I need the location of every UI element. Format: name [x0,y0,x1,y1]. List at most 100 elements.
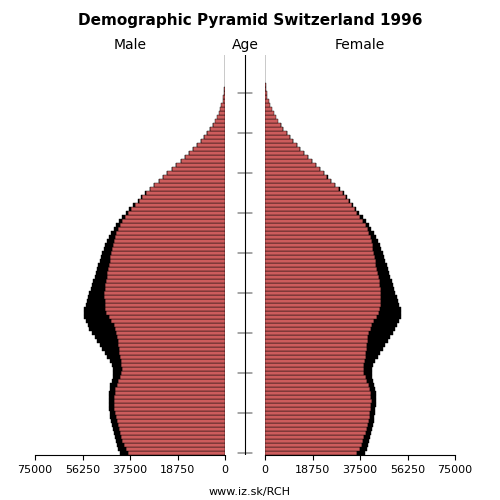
Bar [265,271,378,275]
Bar [116,443,123,447]
Bar [265,315,376,319]
Bar [112,379,118,383]
Bar [265,299,381,303]
Bar [94,335,118,339]
Bar [109,391,114,395]
Bar [265,371,364,375]
Bar [378,275,390,279]
Bar [265,283,380,287]
Bar [265,439,363,443]
Bar [110,259,225,263]
Bar [265,127,283,131]
Bar [217,115,225,119]
Bar [374,251,383,255]
Bar [108,271,225,275]
Bar [370,415,374,419]
Bar [131,207,225,211]
Bar [265,227,368,231]
Bar [142,195,225,199]
Bar [122,215,125,219]
Bar [265,331,369,335]
Bar [265,431,366,435]
Bar [265,115,276,119]
Bar [371,391,376,395]
Bar [366,351,380,355]
Bar [265,139,293,143]
Bar [113,367,122,371]
Bar [265,351,366,355]
Bar [119,347,225,351]
Bar [118,423,225,427]
Bar [265,163,316,167]
Bar [363,439,370,443]
Bar [265,83,266,87]
Bar [218,111,225,115]
Bar [110,359,120,363]
Bar [375,255,384,259]
Bar [106,275,225,279]
Bar [381,291,396,295]
Bar [116,439,122,443]
Bar [370,411,375,415]
Bar [380,303,400,307]
Bar [363,219,366,223]
Bar [265,259,376,263]
Bar [265,235,370,239]
Bar [265,183,335,187]
Bar [114,239,225,243]
Bar [265,99,268,103]
Bar [265,435,364,439]
Bar [121,371,225,375]
Bar [120,355,225,359]
Bar [106,279,225,283]
Bar [110,387,116,391]
Bar [222,99,225,103]
Bar [265,159,312,163]
Bar [114,391,225,395]
Bar [125,215,225,219]
Bar [204,135,225,139]
Bar [134,203,225,207]
Bar [215,119,225,123]
Bar [119,219,122,223]
Bar [109,235,115,239]
Bar [120,359,225,363]
Bar [110,415,116,419]
Bar [265,171,324,175]
Bar [106,307,225,311]
Bar [193,147,225,151]
Bar [370,231,374,235]
Bar [352,203,353,207]
Bar [97,267,108,271]
Bar [367,343,386,347]
Bar [224,91,225,95]
Bar [265,147,300,151]
Bar [265,279,380,283]
Bar [265,399,372,403]
Bar [265,175,328,179]
Bar [116,331,225,335]
Bar [368,419,374,423]
Bar [120,431,225,435]
Bar [163,175,225,179]
Bar [138,199,225,203]
Bar [358,211,359,215]
Bar [106,311,225,315]
Bar [114,431,120,435]
Bar [265,327,370,331]
Bar [84,315,108,319]
Bar [265,339,368,343]
Bar [349,199,350,203]
Bar [121,363,225,367]
Bar [265,143,296,147]
Bar [112,375,119,379]
Bar [120,223,225,227]
Bar [265,179,331,183]
Bar [110,411,115,415]
Bar [265,123,280,127]
Bar [374,247,381,251]
Bar [100,343,118,347]
Bar [265,347,366,351]
Bar [368,227,372,231]
Bar [366,431,372,435]
